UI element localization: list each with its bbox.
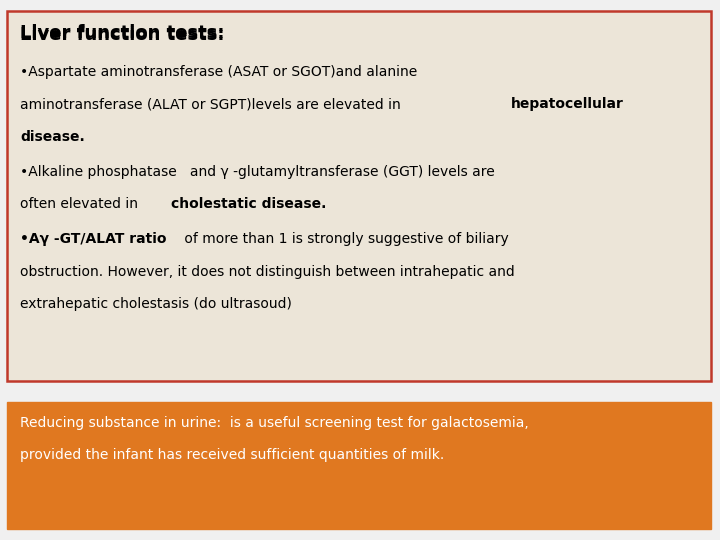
Text: disease.: disease. [20,130,85,144]
FancyBboxPatch shape [7,11,711,381]
FancyBboxPatch shape [7,402,711,529]
Text: aminotransferase (ALAT or SGPT)levels are elevated in: aminotransferase (ALAT or SGPT)levels ar… [20,97,405,111]
Text: Liver function tests:: Liver function tests: [20,26,225,44]
Text: of more than 1 is strongly suggestive of biliary: of more than 1 is strongly suggestive of… [180,232,509,246]
Text: extrahepatic cholestasis (do ultrasoud): extrahepatic cholestasis (do ultrasoud) [20,297,292,311]
Text: often elevated in: often elevated in [20,197,143,211]
Text: •Aspartate aminotransferase (ASAT or SGOT)and alanine: •Aspartate aminotransferase (ASAT or SGO… [20,65,418,79]
Text: Reducing substance in urine:  is a useful screening test for galactosemia,: Reducing substance in urine: is a useful… [20,416,529,430]
Text: •Alkaline phosphatase   and γ -glutamyltransferase (GGT) levels are: •Alkaline phosphatase and γ -glutamyltra… [20,165,495,179]
Text: hepatocellular: hepatocellular [511,97,624,111]
Text: •Aγ -GT/ALAT ratio: •Aγ -GT/ALAT ratio [20,232,166,246]
Text: obstruction. However, it does not distinguish between intrahepatic and: obstruction. However, it does not distin… [20,265,515,279]
Text: Liver function tests:: Liver function tests: [20,24,225,42]
Text: provided the infant has received sufficient quantities of milk.: provided the infant has received suffici… [20,448,444,462]
Text: cholestatic disease.: cholestatic disease. [171,197,327,211]
